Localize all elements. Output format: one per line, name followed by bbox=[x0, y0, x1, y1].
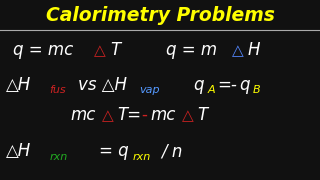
Text: mc: mc bbox=[70, 106, 96, 124]
Text: vap: vap bbox=[139, 85, 160, 95]
Text: fus: fus bbox=[50, 85, 66, 95]
Text: T=: T= bbox=[118, 106, 142, 124]
Text: Calorimetry Problems: Calorimetry Problems bbox=[45, 6, 275, 25]
Text: H: H bbox=[248, 41, 260, 59]
Text: A: A bbox=[207, 85, 215, 95]
Text: △H: △H bbox=[6, 142, 32, 160]
Text: T: T bbox=[110, 41, 121, 59]
Text: q = mc: q = mc bbox=[13, 41, 73, 59]
Text: B: B bbox=[253, 85, 260, 95]
Text: / n: / n bbox=[162, 142, 183, 160]
Text: △: △ bbox=[94, 43, 106, 58]
Text: △: △ bbox=[182, 108, 194, 123]
Text: q: q bbox=[194, 76, 204, 94]
Text: △H: △H bbox=[6, 76, 32, 94]
Text: rxn: rxn bbox=[50, 152, 68, 162]
Text: rxn: rxn bbox=[133, 152, 151, 162]
Text: T: T bbox=[198, 106, 208, 124]
Text: -: - bbox=[141, 106, 147, 124]
Text: mc: mc bbox=[150, 106, 176, 124]
Text: =-: =- bbox=[217, 76, 237, 94]
Text: vs △H: vs △H bbox=[78, 76, 127, 94]
Text: = q: = q bbox=[99, 142, 129, 160]
Text: q: q bbox=[239, 76, 250, 94]
Text: △: △ bbox=[102, 108, 114, 123]
Text: △: △ bbox=[232, 43, 244, 58]
Text: q = m: q = m bbox=[166, 41, 218, 59]
